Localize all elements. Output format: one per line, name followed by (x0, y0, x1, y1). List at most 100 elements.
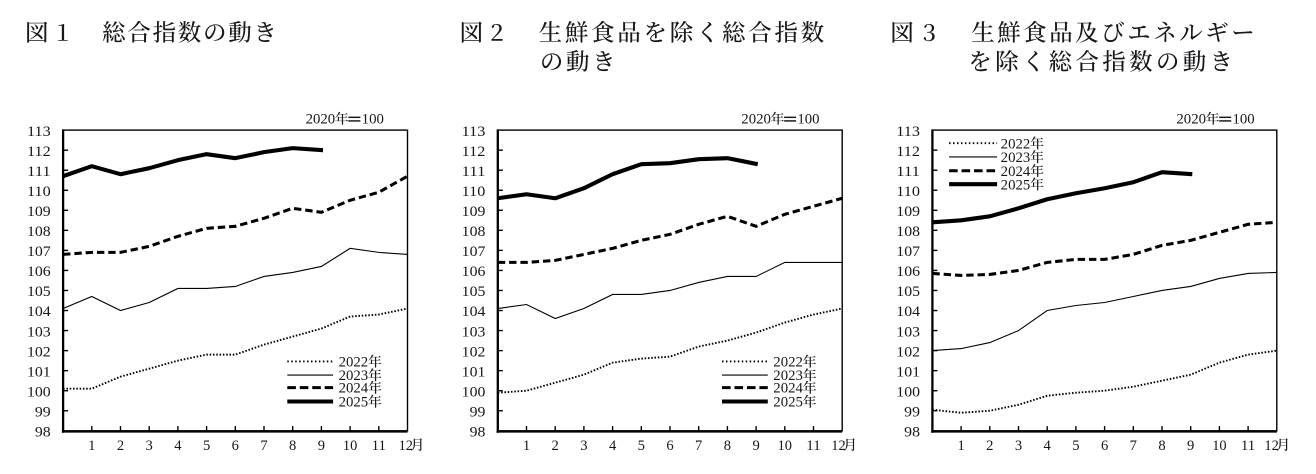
svg-text:109: 109 (896, 204, 920, 220)
svg-text:3: 3 (1015, 438, 1022, 454)
svg-text:98: 98 (35, 425, 51, 441)
svg-text:109: 109 (27, 204, 51, 220)
svg-text:110: 110 (27, 184, 51, 200)
svg-text:106: 106 (27, 264, 51, 280)
svg-text:101: 101 (896, 364, 920, 380)
svg-text:2023: 2023 (1001, 150, 1031, 166)
svg-text:6: 6 (666, 438, 673, 454)
svg-text:8: 8 (1158, 438, 1165, 454)
svg-text:10: 10 (778, 438, 792, 454)
svg-text:113: 113 (462, 124, 486, 140)
svg-text:2023: 2023 (773, 368, 803, 384)
svg-text:4: 4 (1044, 438, 1052, 454)
svg-text:105: 105 (462, 284, 486, 300)
svg-text:4: 4 (174, 438, 182, 454)
svg-text:2020: 2020 (306, 112, 336, 128)
svg-text:10: 10 (1212, 438, 1226, 454)
svg-text:99: 99 (904, 404, 920, 420)
svg-text:8: 8 (289, 438, 296, 454)
svg-text:100: 100 (1233, 112, 1255, 128)
svg-text:5: 5 (638, 438, 645, 454)
svg-text:2025: 2025 (773, 395, 803, 411)
svg-text:108: 108 (27, 224, 51, 240)
svg-text:100: 100 (896, 384, 920, 400)
svg-text:8: 8 (724, 438, 731, 454)
svg-text:112: 112 (27, 144, 51, 160)
svg-text:12: 12 (831, 438, 845, 454)
svg-text:111: 111 (462, 164, 486, 180)
svg-text:105: 105 (27, 284, 51, 300)
svg-text:6: 6 (1101, 438, 1108, 454)
svg-text:2023: 2023 (339, 368, 369, 384)
svg-text:112: 112 (462, 144, 486, 160)
svg-text:105: 105 (896, 284, 920, 300)
svg-text:9: 9 (318, 438, 325, 454)
svg-text:2020: 2020 (1176, 112, 1206, 128)
svg-text:104: 104 (896, 304, 920, 320)
svg-text:12: 12 (1264, 438, 1278, 454)
svg-text:108: 108 (896, 224, 920, 240)
svg-text:10: 10 (343, 438, 357, 454)
svg-text:2025: 2025 (339, 395, 369, 411)
svg-text:104: 104 (462, 304, 486, 320)
svg-text:9: 9 (1187, 438, 1194, 454)
svg-text:110: 110 (462, 184, 486, 200)
svg-text:98: 98 (904, 425, 920, 441)
svg-text:4: 4 (609, 438, 617, 454)
svg-text:2020: 2020 (741, 112, 771, 128)
svg-text:107: 107 (462, 244, 486, 260)
svg-text:99: 99 (470, 404, 486, 420)
svg-text:100: 100 (462, 384, 486, 400)
svg-text:107: 107 (27, 244, 51, 260)
svg-text:11: 11 (372, 438, 386, 454)
svg-text:11: 11 (806, 438, 820, 454)
svg-text:113: 113 (27, 124, 51, 140)
svg-text:2024: 2024 (773, 381, 803, 397)
svg-text:2025: 2025 (1001, 177, 1031, 193)
svg-text:108: 108 (462, 224, 486, 240)
svg-text:100: 100 (362, 112, 384, 128)
svg-text:111: 111 (27, 164, 51, 180)
svg-text:2022: 2022 (1001, 136, 1031, 152)
svg-text:112: 112 (896, 144, 920, 160)
svg-text:2024: 2024 (1001, 164, 1031, 180)
svg-text:7: 7 (695, 438, 702, 454)
svg-text:2: 2 (117, 438, 124, 454)
svg-text:106: 106 (896, 264, 920, 280)
svg-text:109: 109 (462, 204, 486, 220)
svg-text:2022: 2022 (339, 355, 369, 371)
svg-text:106: 106 (462, 264, 486, 280)
svg-text:99: 99 (35, 404, 51, 420)
svg-text:5: 5 (1072, 438, 1079, 454)
svg-text:1: 1 (957, 438, 964, 454)
svg-text:102: 102 (896, 344, 920, 360)
svg-text:98: 98 (470, 425, 486, 441)
svg-text:3: 3 (580, 438, 587, 454)
svg-text:2: 2 (986, 438, 993, 454)
svg-text:12: 12 (399, 438, 413, 454)
svg-text:1: 1 (523, 438, 530, 454)
svg-text:1: 1 (88, 438, 95, 454)
svg-text:101: 101 (27, 364, 51, 380)
svg-text:5: 5 (203, 438, 210, 454)
svg-text:9: 9 (752, 438, 759, 454)
svg-text:7: 7 (260, 438, 267, 454)
svg-text:3: 3 (146, 438, 153, 454)
svg-text:102: 102 (462, 344, 486, 360)
svg-text:103: 103 (462, 324, 486, 340)
svg-text:104: 104 (27, 304, 51, 320)
svg-text:113: 113 (896, 124, 920, 140)
svg-text:6: 6 (232, 438, 239, 454)
svg-text:100: 100 (797, 112, 819, 128)
svg-text:2024: 2024 (339, 381, 369, 397)
svg-text:100: 100 (27, 384, 51, 400)
svg-text:111: 111 (896, 164, 920, 180)
svg-text:103: 103 (27, 324, 51, 340)
svg-text:7: 7 (1130, 438, 1137, 454)
svg-text:102: 102 (27, 344, 51, 360)
svg-text:2: 2 (552, 438, 559, 454)
svg-text:101: 101 (462, 364, 486, 380)
svg-text:107: 107 (896, 244, 920, 260)
svg-text:2022: 2022 (773, 355, 803, 371)
svg-text:110: 110 (896, 184, 920, 200)
